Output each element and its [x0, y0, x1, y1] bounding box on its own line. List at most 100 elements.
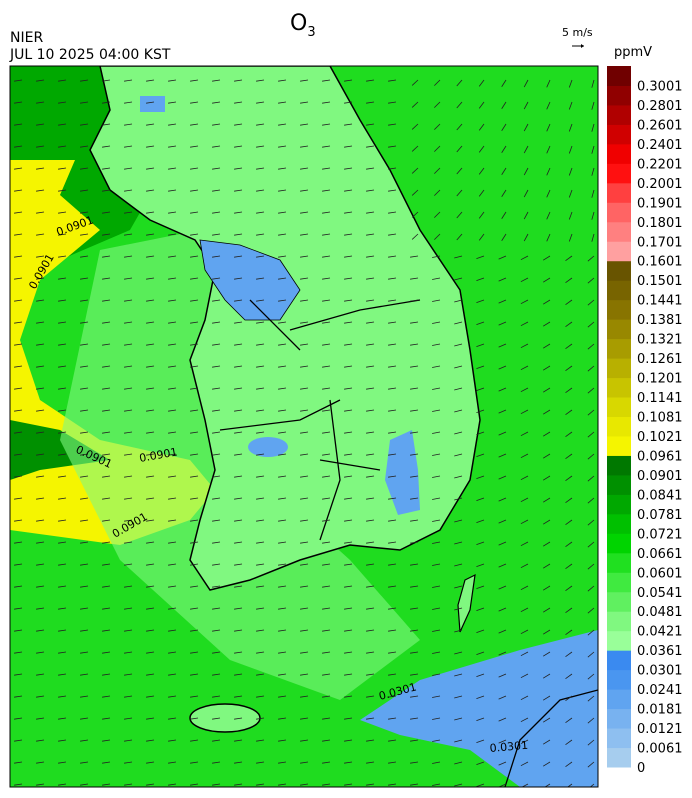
wind-vector — [190, 365, 199, 368]
wind-vector — [568, 79, 573, 88]
wind-vector — [523, 101, 529, 110]
wind-vector — [432, 343, 441, 346]
wind-vector — [432, 541, 441, 544]
wind-vector — [366, 365, 375, 368]
wind-vector — [168, 365, 177, 368]
wind-vector — [212, 585, 221, 588]
wind-vector — [523, 211, 529, 220]
wind-vector — [146, 167, 155, 170]
colorbar-box — [607, 124, 631, 145]
wind-vector — [80, 387, 89, 390]
wind-vector — [432, 761, 441, 764]
wind-vector — [432, 387, 441, 390]
wind-vector — [366, 783, 375, 786]
wind-vector — [146, 343, 155, 346]
wind-vector — [432, 255, 441, 258]
wind-vector — [410, 453, 419, 456]
wind-vector — [520, 343, 529, 349]
wind-vector — [568, 189, 573, 198]
wind-vector — [146, 321, 155, 324]
wind-vector — [587, 695, 595, 702]
wind-vector — [476, 739, 485, 743]
wind-vector — [300, 475, 309, 478]
wind-vector — [300, 189, 309, 192]
wind-vector — [58, 563, 67, 566]
wind-vector — [432, 695, 441, 698]
wind-vector — [14, 475, 23, 478]
wind-vector — [124, 783, 133, 786]
wind-vector — [434, 123, 441, 130]
wind-vector — [212, 497, 221, 500]
wind-vector — [80, 167, 89, 170]
wind-vector — [212, 761, 221, 764]
wind-vector — [102, 211, 111, 214]
wind-vector — [565, 255, 573, 261]
wind-vector — [432, 651, 441, 654]
wind-vector — [168, 783, 177, 786]
wind-vector — [300, 563, 309, 566]
wind-vector — [234, 497, 243, 500]
wind-vector — [546, 101, 551, 110]
wind-vector — [410, 497, 419, 500]
wind-vector — [36, 739, 45, 742]
wind-vector — [190, 277, 199, 280]
wind-vector — [124, 717, 133, 720]
wind-vector — [366, 717, 375, 720]
wind-vector — [278, 101, 287, 104]
wind-vector — [278, 717, 287, 720]
wind-vector — [168, 79, 177, 82]
wind-vector — [102, 563, 111, 566]
wind-vector — [190, 299, 199, 302]
wind-vector — [388, 541, 397, 544]
wind-vector — [344, 541, 353, 544]
wind-vector — [58, 299, 67, 302]
wind-vector — [36, 497, 45, 500]
wind-vector — [587, 409, 595, 416]
wind-vector — [102, 431, 111, 434]
wind-vector — [256, 233, 265, 236]
agency: NIER — [10, 30, 43, 46]
wind-vector — [568, 211, 573, 220]
wind-vector — [366, 629, 375, 632]
wind-vector — [80, 365, 89, 368]
wind-vector — [542, 431, 551, 437]
wind-vector — [388, 585, 397, 588]
wind-vector — [190, 123, 199, 126]
wind-vector — [36, 695, 45, 698]
wind-vector — [58, 475, 67, 478]
wind-vector — [36, 343, 45, 346]
wind-vector — [278, 651, 287, 654]
wind-vector — [344, 585, 353, 588]
wind-vector — [565, 717, 573, 723]
wind-vector — [322, 101, 331, 104]
wind-vector — [146, 563, 155, 566]
wind-vector — [102, 189, 111, 192]
wind-vector — [300, 585, 309, 588]
wind-vector — [366, 123, 375, 126]
colorbar-box — [607, 338, 631, 359]
wind-vector — [146, 717, 155, 720]
wind-vector — [454, 299, 463, 303]
wind-vector — [322, 431, 331, 434]
wind-vector — [80, 123, 89, 126]
wind-vector — [102, 453, 111, 456]
province-border — [219, 299, 421, 541]
wind-vector — [454, 563, 463, 567]
wind-vector — [234, 211, 243, 214]
wind-vector — [256, 101, 265, 104]
wind-vector — [476, 651, 485, 655]
colorbar-box — [607, 143, 631, 164]
colorbar: 0 0.0061 0.0121 0.0181 0.0241 0.0301 0.0361 0.0… — [607, 66, 683, 776]
wind-vector — [80, 761, 89, 764]
wind-vector — [454, 387, 463, 391]
wind-vector — [322, 255, 331, 258]
wind-vector — [432, 475, 441, 478]
colorbar-box — [607, 104, 631, 125]
wind-vector — [102, 167, 111, 170]
wind-vector — [322, 233, 331, 236]
wind-vector — [587, 277, 595, 284]
wind-vector — [102, 409, 111, 412]
wind-vector — [366, 519, 375, 522]
wind-vector — [322, 761, 331, 764]
wind-vector — [190, 607, 199, 610]
